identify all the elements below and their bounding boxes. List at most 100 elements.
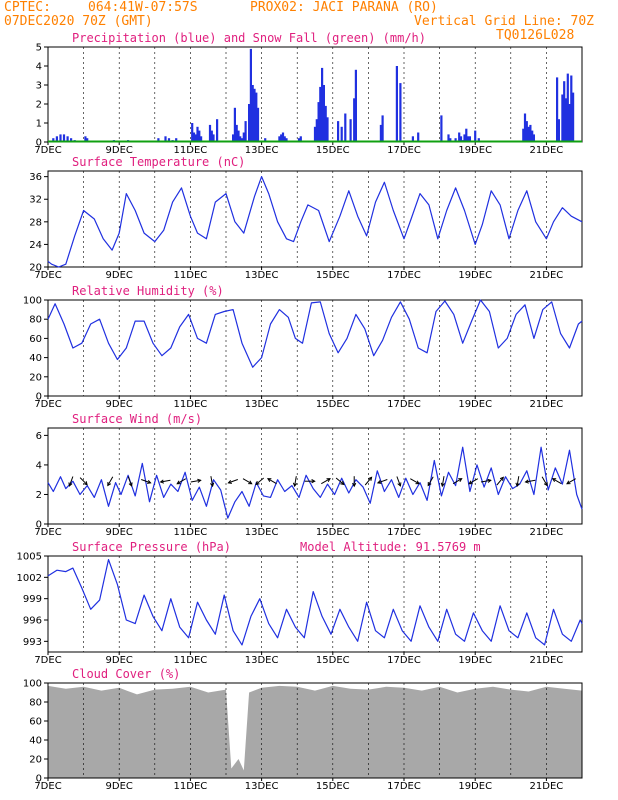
temperature-xtick-label: 17DEC	[387, 270, 421, 281]
pressure-ytick-label: 999	[23, 594, 42, 605]
pressure-xtick-label: 21DEC	[530, 655, 564, 666]
wind-xtick-label: 9DEC	[106, 527, 133, 538]
temperature-xtick-label: 9DEC	[106, 270, 133, 281]
humidity-title: Relative Humidity (%)	[72, 284, 224, 298]
precip-bar	[344, 113, 347, 142]
wind-arrow	[452, 478, 463, 485]
humidity-xtick-label: 17DEC	[387, 399, 421, 410]
precip-bar	[459, 136, 463, 142]
pressure-ytick-label: 1002	[17, 573, 42, 584]
wind-arrow	[176, 478, 187, 485]
pressure-xtick-label: 13DEC	[245, 655, 279, 666]
wind-arrow	[396, 476, 402, 487]
humidity-frame	[47, 299, 583, 397]
precip-bar	[522, 128, 525, 142]
temperature-xtick-label: 13DEC	[245, 270, 279, 281]
wind-arrow	[266, 478, 277, 485]
precip-xtick-label: 9DEC	[106, 145, 133, 156]
wind-arrow	[255, 477, 265, 486]
wind-arrow	[515, 476, 520, 488]
precip-bar	[468, 136, 471, 142]
humidity-xtick-label: 7DEC	[34, 399, 61, 410]
precip-bar	[477, 138, 480, 142]
temperature-ytick-label: 24	[29, 240, 42, 251]
wind-arrow	[427, 476, 434, 487]
precip-bar	[283, 136, 286, 142]
precip-bar	[447, 134, 450, 142]
precip-bar	[232, 134, 235, 142]
precip-bar	[381, 115, 384, 142]
precip-bar	[465, 128, 468, 142]
header-line1-station: PROX02: JACI PARANA (RO)	[250, 0, 438, 15]
wind-arrow	[107, 476, 114, 487]
wind-arrow	[79, 477, 88, 486]
wind-arrow	[335, 477, 345, 486]
pressure-xtick-label: 19DEC	[458, 655, 492, 666]
precip-bar	[299, 136, 302, 142]
wind-series-line	[47, 446, 583, 519]
precip-bar	[563, 81, 566, 142]
precip-bar	[395, 66, 398, 142]
humidity-ytick-label: 20	[29, 372, 42, 383]
precip-ytick-label: 1	[36, 119, 42, 130]
precip-bar	[557, 119, 560, 142]
precip-ytick-label: 2	[36, 100, 42, 111]
wind-ytick-label: 2	[36, 490, 42, 501]
precip-bar	[235, 124, 238, 142]
header-line1-coords: 064:41W-07:57S	[88, 0, 198, 15]
temperature-xtick-label: 19DEC	[458, 270, 492, 281]
precip-bar	[191, 123, 194, 142]
humidity-xtick-label: 21DEC	[530, 399, 564, 410]
wind-arrow	[68, 476, 74, 487]
temperature-ytick-label: 36	[29, 172, 42, 183]
precip-bar	[281, 132, 285, 142]
precip-bar	[527, 126, 530, 142]
precip-bar	[319, 86, 322, 142]
precip-bar	[411, 136, 414, 142]
precip-bar	[200, 136, 203, 142]
precip-panel: 0 1 2 3 4 5 7DEC 9DEC 11DEC 13DEC 15DEC 17DEC 19DEC 2…	[34, 31, 583, 156]
cloud-ytick-label: 100	[23, 679, 42, 690]
temperature-title: Surface Temperature (nC)	[72, 155, 245, 169]
precip-bar	[321, 67, 324, 142]
precip-bar	[529, 124, 532, 142]
cloud-xtick-label: 11DEC	[174, 781, 208, 792]
humidity-xtick-label: 9DEC	[106, 399, 133, 410]
precip-bar	[55, 136, 58, 142]
precip-bar	[86, 138, 89, 142]
precip-bar	[568, 104, 571, 142]
precip-ytick-label: 4	[36, 62, 42, 73]
precip-bar	[248, 104, 251, 142]
wind-frame	[47, 427, 583, 525]
precip-bar	[84, 136, 87, 142]
precip-bar	[175, 138, 178, 142]
humidity-xtick-label: 15DEC	[316, 399, 350, 410]
precip-bar	[340, 126, 343, 142]
precip-bar	[353, 98, 356, 142]
precip-xtick-label: 21DEC	[530, 145, 564, 156]
wind-xtick-label: 13DEC	[245, 527, 279, 538]
wind-xtick-label: 11DEC	[174, 527, 208, 538]
precip-bar	[570, 75, 573, 142]
cloud-xtick-label: 13DEC	[245, 781, 279, 792]
precip-bar	[256, 107, 260, 142]
pressure-panel: 993 996 999 1002 1005 7DEC 9DEC 11DEC 13DEC 15DEC…	[17, 540, 583, 666]
precip-bar	[194, 134, 197, 142]
precip-bar	[531, 130, 534, 142]
wind-arrow	[292, 476, 298, 488]
precip-ytick-label: 3	[36, 81, 42, 92]
precip-bar	[216, 119, 219, 142]
precip-bar	[164, 136, 167, 142]
header-line1-left: CPTEC:	[4, 0, 51, 15]
humidity-ytick-label: 0	[36, 392, 42, 403]
precip-bar	[572, 92, 575, 142]
precip-bar	[324, 105, 327, 142]
pressure-xtick-label: 15DEC	[316, 655, 350, 666]
precip-bar	[417, 132, 420, 142]
precip-bar	[253, 88, 256, 142]
precip-bar	[322, 85, 325, 142]
cloud-xtick-label: 15DEC	[316, 781, 350, 792]
precip-bar	[454, 138, 457, 142]
wind-panel: 0 2 4 6 7DEC 9DEC 11DEC 13DEC 15DEC 17DEC 19DEC 21D…	[34, 412, 583, 538]
pressure-ytick-label: 993	[23, 637, 42, 648]
